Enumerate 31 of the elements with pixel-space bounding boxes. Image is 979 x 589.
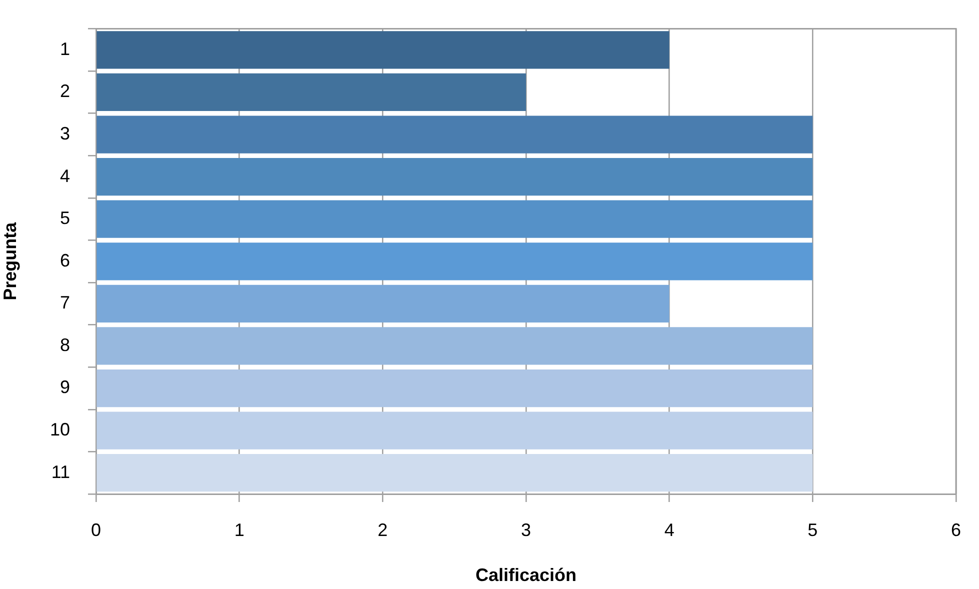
bar (96, 31, 670, 69)
bar (96, 242, 813, 280)
x-tick-label: 5 (808, 520, 818, 540)
y-tick-label: 9 (60, 377, 70, 398)
bar (96, 284, 670, 323)
y-tick-label: 1 (60, 38, 70, 59)
y-tick-label: 7 (60, 292, 70, 313)
bar (96, 327, 813, 365)
bar (96, 116, 813, 154)
bar (96, 412, 813, 450)
y-tick-label: 6 (60, 250, 70, 270)
bar (96, 200, 813, 238)
x-tick-label: 0 (90, 520, 102, 540)
bar (96, 369, 813, 408)
bar (96, 454, 813, 492)
x-tick-label: 4 (664, 520, 674, 540)
x-tick-label: 2 (378, 520, 388, 540)
x-tick-label: 6 (950, 520, 961, 540)
bar (96, 158, 813, 196)
x-tick-label: 3 (520, 520, 532, 540)
y-tick-label: 2 (60, 81, 70, 102)
x-axis-title: Calificación (475, 565, 577, 586)
y-tick-label: 4 (60, 166, 70, 186)
y-tick-label: 5 (60, 208, 70, 228)
x-tick-label: 1 (234, 520, 244, 540)
y-tick-label: 8 (60, 334, 70, 355)
y-tick-label: 3 (60, 123, 70, 144)
y-tick-label: 11 (51, 462, 70, 482)
y-axis-title: Pregunta (0, 221, 20, 300)
bar (96, 73, 526, 112)
y-tick-label: 10 (50, 420, 70, 440)
